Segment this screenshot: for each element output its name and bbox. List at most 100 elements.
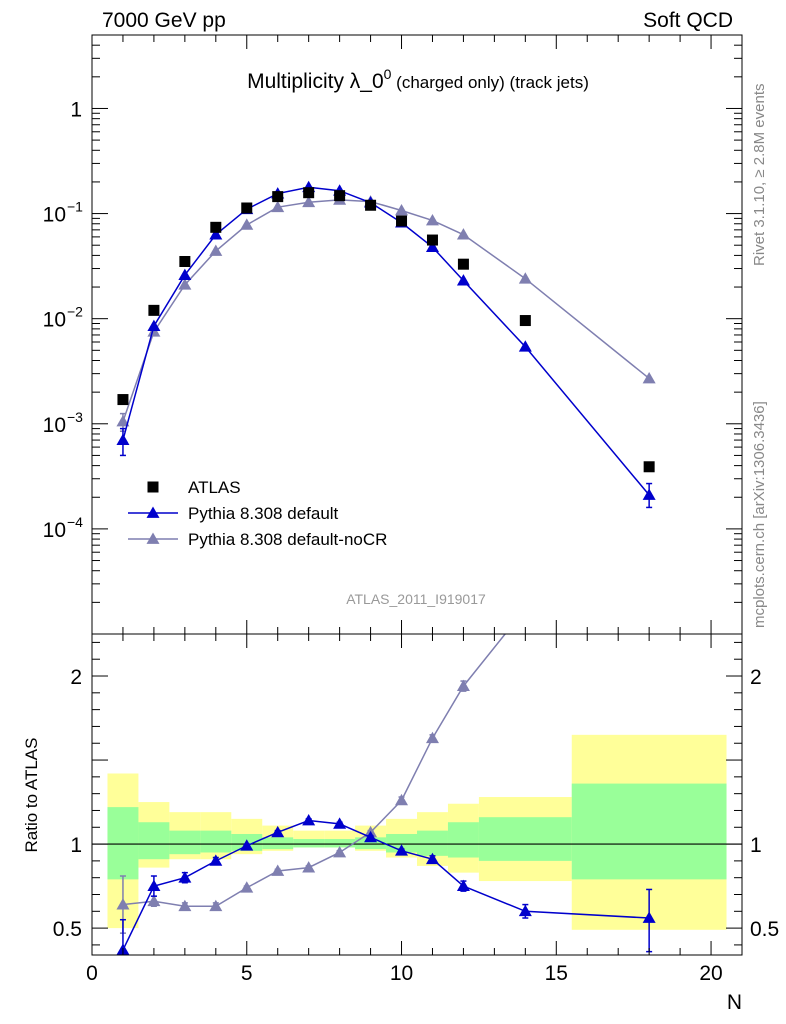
data-point — [240, 218, 254, 230]
data-point — [395, 844, 409, 856]
uncertainty-band-inner — [324, 839, 356, 848]
data-point — [209, 899, 223, 912]
x-tick-label: 20 — [699, 962, 722, 985]
data-point — [518, 904, 532, 917]
x-tick-label: 5 — [241, 962, 253, 985]
data-point — [425, 852, 439, 865]
y-tick-label-right: 0.5 — [750, 918, 779, 941]
series-line — [122, 819, 650, 951]
series-0 — [117, 187, 655, 473]
y-tick-label: 2 — [70, 666, 82, 689]
data-point — [210, 221, 222, 233]
data-point — [271, 200, 285, 213]
ratio-series-0 — [116, 814, 656, 955]
y-tick-exponent: −3 — [67, 409, 83, 425]
data-point — [426, 234, 438, 246]
data-point — [425, 240, 439, 252]
mcplots-label: mcplots.cern.ch [arXiv:1306.3436] — [751, 401, 768, 628]
legend-label: Pythia 8.308 default-noCR — [188, 530, 387, 549]
x-tick-label: 10 — [390, 962, 413, 985]
data-point — [147, 894, 161, 907]
x-tick-label: 15 — [545, 962, 568, 985]
data-point — [364, 830, 378, 843]
uncertainty-band-inner — [447, 822, 479, 858]
x-axis-label: N — [727, 991, 742, 1014]
series-line — [122, 199, 650, 422]
y-tick-label: 10 — [43, 519, 66, 542]
y-tick-label: 10 — [43, 309, 66, 332]
y-tick-exponent: −2 — [67, 304, 83, 320]
data-point — [178, 278, 192, 290]
data-point — [456, 679, 470, 691]
legend: ATLAS Pythia 8.308 default Pythia 8.308 de… — [128, 478, 387, 549]
data-point — [643, 461, 655, 473]
data-point — [178, 268, 192, 280]
data-point — [209, 228, 223, 240]
y-tick-label-right: 1 — [750, 834, 762, 857]
data-point — [209, 244, 223, 256]
data-point — [272, 191, 284, 203]
x-tick-label: 0 — [86, 962, 98, 985]
data-point — [271, 825, 285, 838]
uncertainty-band-inner — [200, 830, 232, 853]
rivet-label: Rivet 3.1.10, ≥ 2.8M events — [751, 84, 768, 267]
data-point — [333, 845, 347, 858]
data-point — [147, 325, 161, 337]
header-energy-label: 7000 GeV pp — [102, 9, 226, 32]
data-point — [642, 371, 656, 384]
y-tick-label: 0.5 — [53, 918, 82, 941]
data-point — [642, 488, 656, 500]
ratio-frame — [91, 633, 743, 956]
data-point — [147, 879, 161, 891]
data-point — [333, 817, 347, 829]
y-axis-label: Ratio to ATLAS — [22, 738, 41, 853]
y-tick-label: 10 — [43, 204, 66, 227]
data-point — [519, 315, 531, 327]
data-point — [178, 871, 192, 883]
data-point — [117, 394, 129, 406]
legend-marker — [147, 481, 159, 493]
data-point — [147, 319, 161, 331]
data-point — [642, 911, 656, 923]
uncertainty-band-inner — [262, 837, 294, 850]
y-tick-label: 1 — [70, 834, 82, 857]
data-point — [209, 854, 223, 866]
uncertainty-band-inner — [169, 830, 201, 855]
data-point — [116, 415, 130, 427]
legend-label: ATLAS — [188, 478, 241, 497]
data-point — [302, 861, 316, 873]
ratio-series — [116, 634, 656, 955]
data-point — [456, 274, 470, 286]
chart-title: Multiplicity λ_00 (charged only) (track … — [247, 66, 589, 93]
data-point — [334, 190, 346, 202]
series-1 — [116, 180, 656, 509]
data-point — [365, 199, 377, 211]
legend-label: Pythia 8.308 default — [188, 504, 339, 523]
data-point — [425, 213, 439, 226]
data-point — [302, 195, 316, 208]
data-point — [179, 255, 191, 267]
series-line — [122, 186, 650, 496]
data-point — [116, 898, 130, 910]
uncertainty-band-inner — [293, 839, 325, 848]
y-tick-exponent: −4 — [67, 514, 83, 530]
data-point — [456, 879, 470, 891]
y-tick-label-right: 2 — [750, 666, 762, 689]
uncertainty-band-inner — [355, 837, 387, 850]
data-point — [302, 814, 316, 826]
data-point — [395, 793, 409, 806]
legend-marker — [146, 506, 160, 518]
data-point — [518, 340, 532, 352]
uncertainty-band-inner — [417, 830, 448, 856]
data-point — [241, 202, 253, 214]
data-point — [240, 881, 254, 893]
uncertainty-band-inner — [107, 807, 139, 880]
data-point — [116, 433, 130, 445]
data-point — [456, 228, 470, 240]
y-tick-label: 10 — [43, 414, 66, 437]
legend-marker — [146, 532, 160, 544]
analysis-id-label: ATLAS_2011_I919017 — [346, 591, 486, 607]
